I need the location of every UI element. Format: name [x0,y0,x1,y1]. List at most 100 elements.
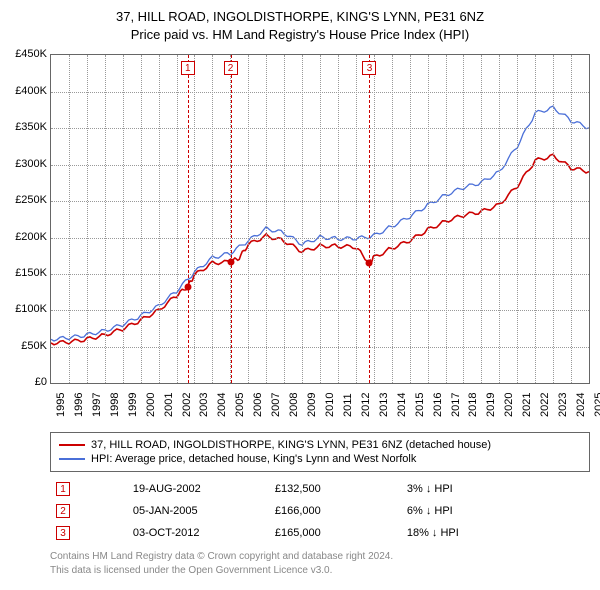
event-line [369,55,370,383]
gridline-v [428,55,429,383]
legend-row: HPI: Average price, detached house, King… [59,452,581,466]
event-num-cell: 2 [50,500,127,522]
x-tick-label: 2010 [324,393,336,417]
y-tick-label: £250K [1,194,47,206]
plot-area: £0£50K£100K£150K£200K£250K£300K£350K£400… [50,54,590,384]
x-tick-label: 2022 [539,393,551,417]
x-tick-label: 2017 [450,393,462,417]
legend-row: 37, HILL ROAD, INGOLDISTHORPE, KING'S LY… [59,438,581,452]
gridline-v [446,55,447,383]
gridline-v [212,55,213,383]
x-tick-label: 1998 [109,393,121,417]
y-axis-ticks: £0£50K£100K£150K£200K£250K£300K£350K£400… [1,48,47,392]
gridline-v [356,55,357,383]
gridline-v [571,55,572,383]
x-tick-label: 2021 [521,393,533,417]
legend-swatch [59,444,85,446]
event-price: £132,500 [269,478,401,500]
event-row: 1 19-AUG-2002£132,5003% ↓ HPI [50,478,590,500]
event-num-box: 1 [56,482,70,496]
x-tick-label: 2004 [216,393,228,417]
arrow-down-icon: ↓ [426,483,432,495]
gridline-v [392,55,393,383]
gridline-v [535,55,536,383]
gridline-v [141,55,142,383]
x-tick-label: 1995 [55,393,67,417]
event-marker: 3 [362,61,376,75]
x-tick-label: 1997 [91,393,103,417]
event-delta: 3% ↓ HPI [401,478,590,500]
chart-container: 37, HILL ROAD, INGOLDISTHORPE, KING'S LY… [0,0,600,577]
event-date: 05-JAN-2005 [127,500,269,522]
x-tick-label: 2024 [575,393,587,417]
event-date: 19-AUG-2002 [127,478,269,500]
x-tick-label: 2009 [306,393,318,417]
y-tick-label: £150K [1,267,47,279]
arrow-down-icon: ↓ [426,505,432,517]
y-tick-label: £100K [1,303,47,315]
gridline-v [302,55,303,383]
gridline-v [69,55,70,383]
gridline-v [320,55,321,383]
y-tick-label: £300K [1,158,47,170]
gridline-v [517,55,518,383]
event-num-box: 3 [56,526,70,540]
legend-label: HPI: Average price, detached house, King… [91,453,416,465]
x-tick-label: 2003 [198,393,210,417]
event-marker: 2 [224,61,238,75]
gridline-v [374,55,375,383]
gridline-v [177,55,178,383]
event-line [188,55,189,383]
gridline-v [463,55,464,383]
y-tick-label: £0 [1,376,47,388]
gridline-v [159,55,160,383]
event-row: 303-OCT-2012£165,00018% ↓ HPI [50,522,590,544]
x-tick-label: 2002 [181,393,193,417]
x-tick-label: 1996 [73,393,85,417]
x-tick-label: 2000 [145,393,157,417]
gridline-v [499,55,500,383]
gridline-v [194,55,195,383]
x-tick-label: 2016 [432,393,444,417]
x-tick-label: 2019 [485,393,497,417]
x-tick-label: 2015 [414,393,426,417]
gridline-v [105,55,106,383]
title-block: 37, HILL ROAD, INGOLDISTHORPE, KING'S LY… [0,0,600,48]
event-line [231,55,232,383]
event-num-cell: 1 [50,478,127,500]
y-tick-label: £450K [1,48,47,60]
gridline-v [338,55,339,383]
event-dot [366,260,373,267]
events-table: 119-AUG-2002£132,5003% ↓ HPI205-JAN-2005… [50,478,590,544]
title-line-1: 37, HILL ROAD, INGOLDISTHORPE, KING'S LY… [10,8,590,26]
x-tick-label: 2005 [234,393,246,417]
event-row: 205-JAN-2005£166,0006% ↓ HPI [50,500,590,522]
event-dot [184,283,191,290]
footer: Contains HM Land Registry data © Crown c… [50,550,590,577]
legend: 37, HILL ROAD, INGOLDISTHORPE, KING'S LY… [50,432,590,472]
gridline-v [87,55,88,383]
x-tick-label: 2020 [503,393,515,417]
gridline-v [481,55,482,383]
x-tick-label: 2014 [396,393,408,417]
event-marker: 1 [181,61,195,75]
footer-line-1: Contains HM Land Registry data © Crown c… [50,550,590,564]
y-tick-label: £200K [1,231,47,243]
legend-label: 37, HILL ROAD, INGOLDISTHORPE, KING'S LY… [91,439,491,451]
event-price: £166,000 [269,500,401,522]
footer-line-2: This data is licensed under the Open Gov… [50,564,590,578]
x-tick-label: 2025 [593,393,600,417]
x-tick-label: 2006 [252,393,264,417]
event-delta: 6% ↓ HPI [401,500,590,522]
events-tbody: 119-AUG-2002£132,5003% ↓ HPI205-JAN-2005… [50,478,590,544]
arrow-down-icon: ↓ [432,527,438,539]
event-price: £165,000 [269,522,401,544]
event-delta: 18% ↓ HPI [401,522,590,544]
gridline-v [284,55,285,383]
x-tick-label: 1999 [127,393,139,417]
x-tick-label: 2007 [270,393,282,417]
gridline-v [266,55,267,383]
x-tick-label: 2023 [557,393,569,417]
gridline-v [123,55,124,383]
x-tick-label: 2018 [467,393,479,417]
